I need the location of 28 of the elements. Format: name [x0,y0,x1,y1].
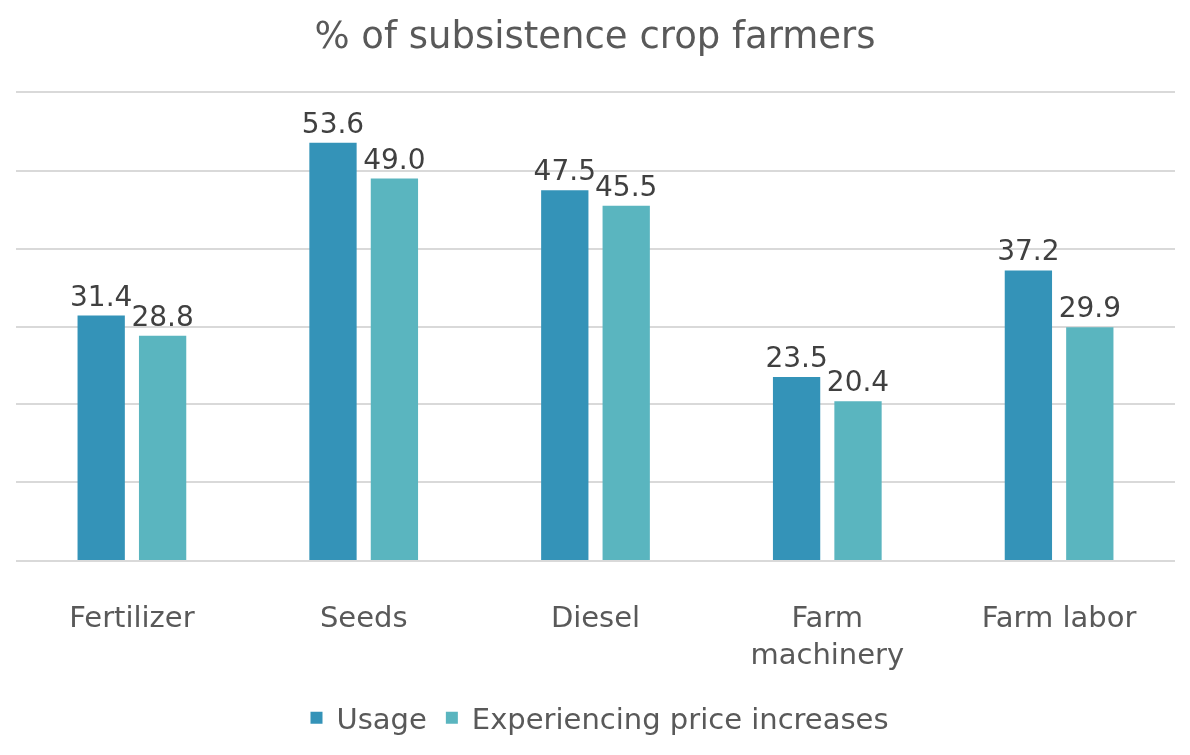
x-tick-label: Seeds [319,599,408,634]
bar [772,377,821,560]
legend-label: Usage [336,702,427,737]
bar [541,190,589,560]
data-label: 47.5 [533,154,596,188]
x-tick-label: Fertilizer [69,599,195,634]
bar [834,401,882,560]
bar [138,335,187,560]
data-label: 28.8 [131,299,194,333]
data-label: 45.5 [595,169,658,203]
legend-label: Experiencing price increases [471,702,889,737]
bar [370,178,419,560]
x-tick-label: Diesel [550,599,641,634]
chart-title: % of subsistence crop farmers [314,13,876,57]
data-label: 29.9 [1058,291,1121,325]
data-label: 37.2 [997,234,1060,268]
data-label: 23.5 [765,341,828,375]
bar [1004,270,1053,560]
bar [602,205,650,560]
bar [1066,327,1114,560]
data-label: 49.0 [363,142,426,176]
data-label: 31.4 [70,279,133,313]
bar [77,315,125,560]
data-label: 20.4 [826,365,890,399]
x-tick-label: Farm labor [981,599,1137,634]
x-tick-label: Farm machinery [750,599,905,672]
data-label: 53.6 [301,106,365,140]
bar [309,142,357,560]
